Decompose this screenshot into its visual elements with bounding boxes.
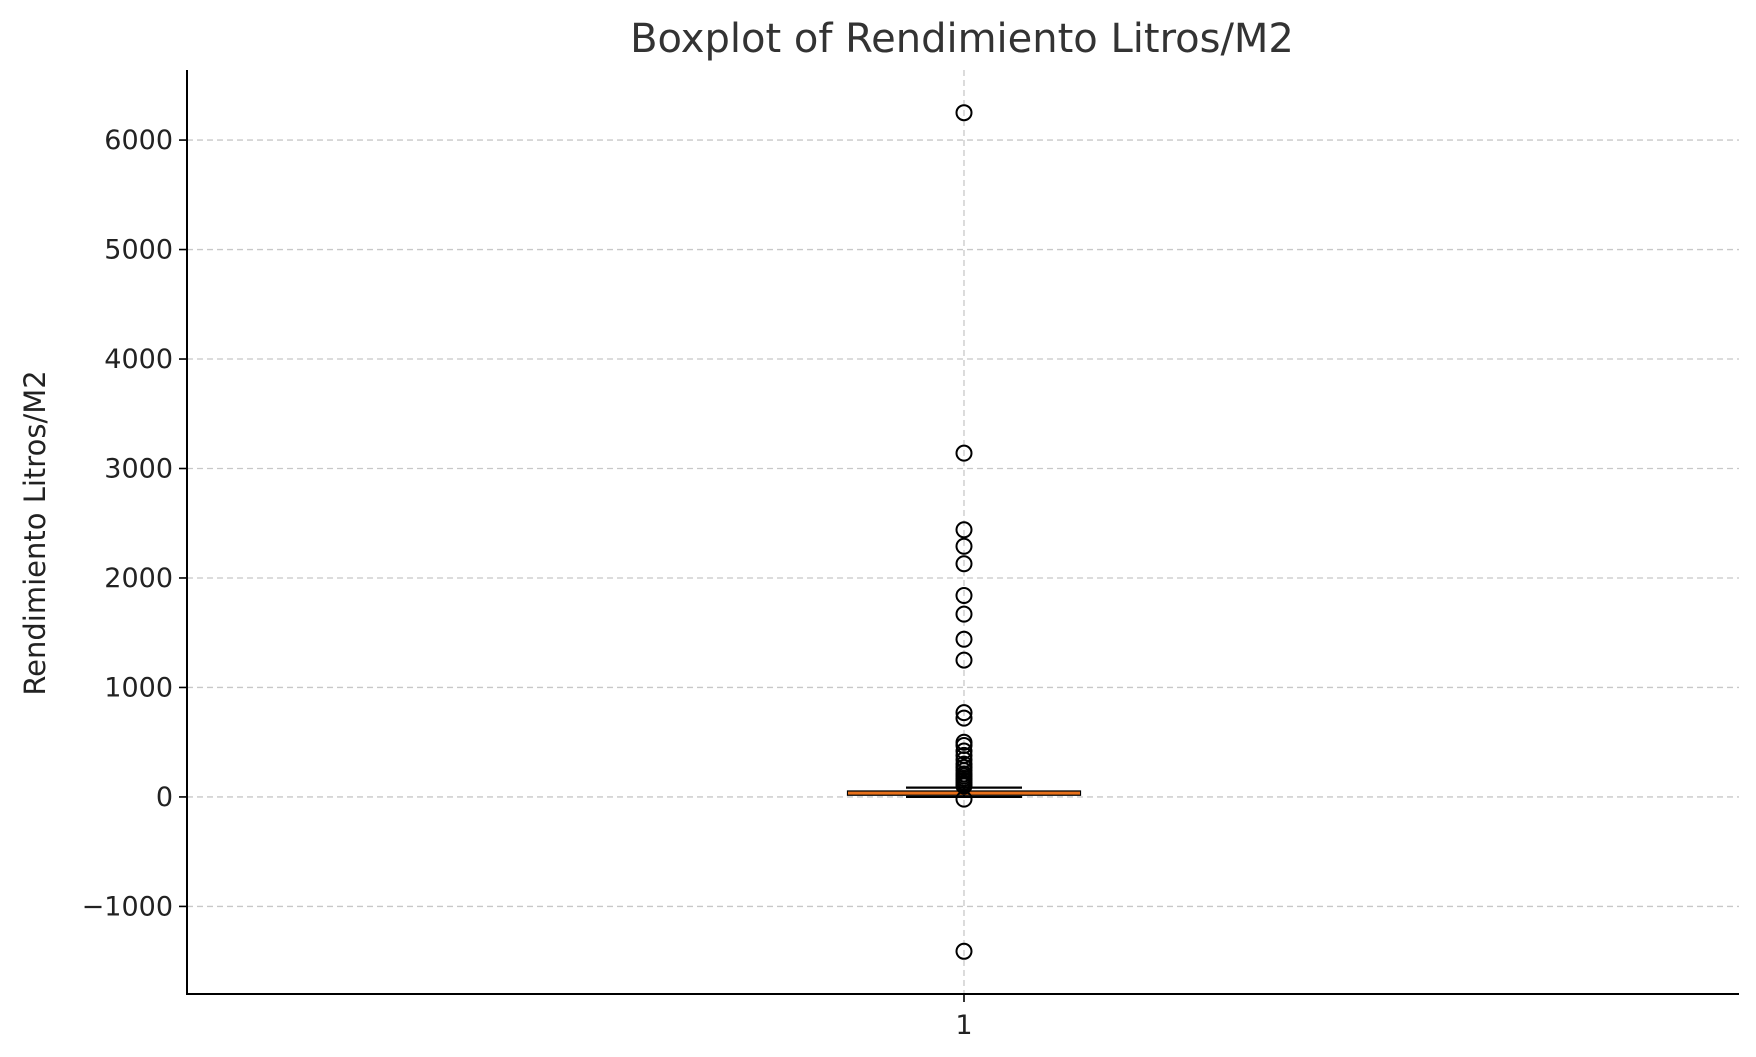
y-tick-label: 0 [156, 782, 173, 813]
y-tick-label: −1000 [82, 891, 173, 922]
outlier-point [955, 709, 973, 727]
outlier-point [955, 605, 973, 623]
y-tick-label: 2000 [104, 563, 173, 594]
outlier-point [955, 742, 973, 760]
chart-title: Boxplot of Rendimiento Litros/M2 [630, 16, 1294, 62]
y-tick-label: 6000 [104, 125, 173, 156]
x-axis-ticks: 1 [955, 994, 973, 1041]
y-tick-label: 1000 [104, 672, 173, 703]
x-tick-label: 1 [955, 1010, 972, 1041]
outlier-point [955, 651, 973, 669]
y-axis-ticks: −1000 0 1000 2000 3000 4000 5000 6000 [82, 125, 187, 922]
outlier-point [955, 444, 973, 462]
outlier-point [955, 521, 973, 539]
outlier-point [955, 630, 973, 648]
y-tick-label: 3000 [104, 454, 173, 485]
y-tick-label: 4000 [104, 344, 173, 375]
outlier-point [955, 555, 973, 573]
outlier-point [955, 790, 973, 808]
outlier-point [955, 704, 973, 722]
outlier-point [955, 537, 973, 555]
outlier-point [955, 942, 973, 960]
outlier-point [955, 104, 973, 122]
y-tick-label: 5000 [104, 235, 173, 266]
outlier-points [955, 104, 973, 960]
y-axis-label: Rendimiento Litros/M2 [18, 370, 52, 695]
outlier-point [955, 777, 973, 795]
outlier-point [955, 586, 973, 604]
grid-lines [187, 70, 1739, 994]
